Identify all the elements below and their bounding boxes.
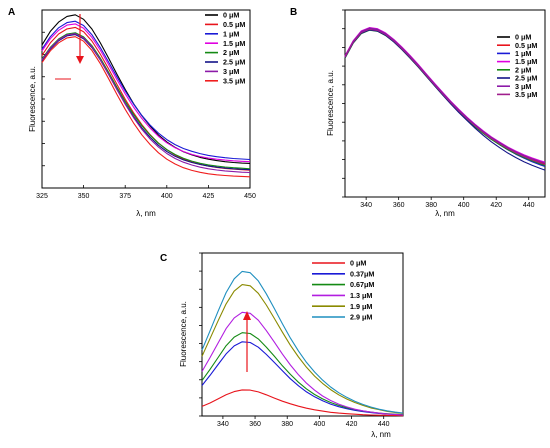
legend-label: 0 μM xyxy=(350,259,366,268)
series-line xyxy=(41,26,251,171)
x-tick-label: 440 xyxy=(378,421,390,428)
panel-a-y-ticks xyxy=(42,9,45,189)
legend-label: 3.5 μM xyxy=(223,76,245,85)
x-tick-label: 425 xyxy=(203,193,215,200)
panel-b-letter: B xyxy=(290,7,297,18)
legend-label: 3 μM xyxy=(223,67,239,76)
legend-label: 2.5 μM xyxy=(515,74,537,83)
legend-label: 2 μM xyxy=(515,65,531,74)
panel-a-x-axis-label: λ, nm xyxy=(136,209,156,218)
panel-b-legend: 0 μM0.5 μM1 μM1.5 μM2 μM2.5 μM3 μM3.5 μM xyxy=(497,33,537,99)
legend-label: 0.5 μM xyxy=(223,20,245,29)
series-line xyxy=(41,32,251,170)
x-tick-label: 380 xyxy=(281,421,293,428)
x-tick-label: 325 xyxy=(36,193,48,200)
x-tick-label: 350 xyxy=(78,193,90,200)
x-tick-label: 400 xyxy=(314,421,326,428)
panel-a-y-axis-label: Fluorescence, a.u. xyxy=(28,66,37,132)
legend-label: 1.3 μM xyxy=(350,291,372,300)
legend-label: 0.37μM xyxy=(350,269,374,278)
x-tick-label: 340 xyxy=(360,202,372,209)
x-tick-label: 380 xyxy=(425,202,437,209)
panel-b-x-ticks: 340 360 380 400 420 440 xyxy=(360,197,535,209)
panel-c-y-ticks xyxy=(199,252,202,417)
series-line xyxy=(41,34,251,171)
panel-b-series-lines xyxy=(344,27,546,171)
x-tick-label: 400 xyxy=(458,202,470,209)
x-tick-label: 400 xyxy=(161,193,173,200)
panel-b: B λ, nm Fluorescence, a.u. 340 360 380 400 4… xyxy=(290,7,546,218)
series-line xyxy=(344,28,546,166)
legend-label: 0.67μM xyxy=(350,280,374,289)
legend-label: 3.5 μM xyxy=(515,90,537,99)
panel-a-legend: 0 μM0.5 μM1 μM1.5 μM2 μM2.5 μM3 μM3.5 μM xyxy=(205,11,245,85)
series-line xyxy=(41,36,251,178)
legend-label: 1.9 μM xyxy=(350,302,372,311)
panel-c-x-ticks: 340 360 380 400 420 440 xyxy=(217,416,390,428)
panel-c-plot-frame xyxy=(201,252,404,417)
series-line xyxy=(201,311,404,416)
series-line xyxy=(201,389,404,417)
series-line xyxy=(201,270,404,414)
x-tick-label: 420 xyxy=(490,202,502,209)
panel-c-x-axis-label: λ, nm xyxy=(371,430,391,439)
x-tick-label: 420 xyxy=(346,421,358,428)
legend-label: 2.9 μM xyxy=(350,313,372,322)
series-line xyxy=(201,284,404,414)
series-line xyxy=(41,33,251,174)
panel-a-x-ticks: 325 350 375 400 425 450 xyxy=(36,185,256,200)
panel-b-x-axis-label: λ, nm xyxy=(435,209,455,218)
panel-a: A λ, nm Fluorescence, a.u. 325 350 375 400 4… xyxy=(8,7,256,218)
legend-label: 1 μM xyxy=(223,29,239,38)
legend-label: 3 μM xyxy=(515,82,531,91)
panel-a-peak-arrow xyxy=(55,14,84,80)
legend-label: 0 μM xyxy=(515,33,531,42)
x-tick-label: 375 xyxy=(119,193,131,200)
x-tick-label: 360 xyxy=(393,202,405,209)
legend-label: 1 μM xyxy=(515,49,531,58)
panel-a-letter: A xyxy=(8,7,15,18)
panel-c-peak-arrow xyxy=(243,311,251,372)
x-tick-label: 450 xyxy=(244,193,256,200)
panel-c-y-axis-label: Fluorescence, a.u. xyxy=(179,301,188,367)
panel-c-letter: C xyxy=(160,253,167,264)
legend-label: 2.5 μM xyxy=(223,58,245,67)
legend-label: 0 μM xyxy=(223,11,239,20)
series-line xyxy=(201,332,404,416)
x-tick-label: 340 xyxy=(217,421,229,428)
series-line xyxy=(41,23,251,163)
series-line xyxy=(41,20,251,161)
panel-b-y-axis-label: Fluorescence, a.u. xyxy=(326,70,335,136)
x-tick-label: 360 xyxy=(249,421,261,428)
legend-label: 2 μM xyxy=(223,48,239,57)
legend-label: 1.5 μM xyxy=(515,57,537,66)
panel-c: C λ, nm Fluorescence, a.u. 340 360 380 400 4… xyxy=(160,252,404,439)
panel-c-series-lines xyxy=(201,270,404,417)
panel-a-series-lines xyxy=(41,14,251,178)
series-line xyxy=(344,29,546,171)
legend-label: 0.5 μM xyxy=(515,41,537,50)
legend-label: 1.5 μM xyxy=(223,39,245,48)
panel-b-y-ticks xyxy=(342,9,345,198)
panel-c-legend: 0 μM0.37μM 0.67μM 1.3 μM 1.9 μM 2.9 μM xyxy=(312,259,374,322)
x-tick-label: 440 xyxy=(523,202,535,209)
series-line xyxy=(344,27,546,164)
